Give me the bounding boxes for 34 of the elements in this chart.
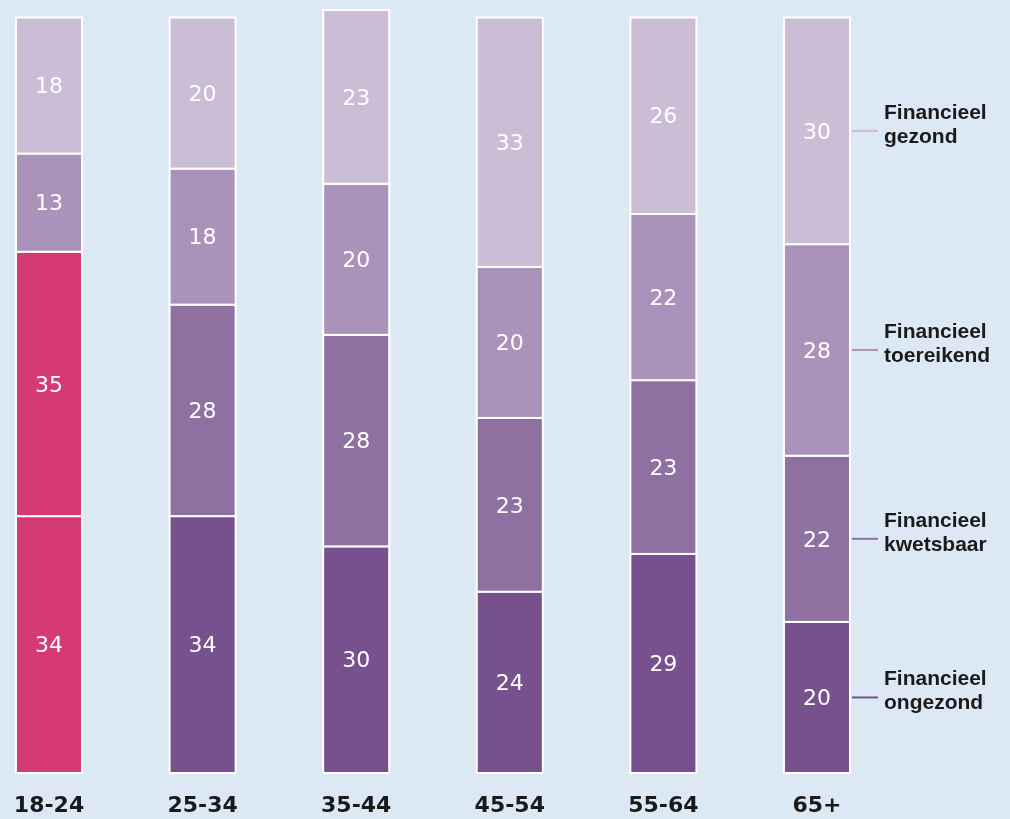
data-label: 29 [649, 651, 678, 677]
legend-label: Financieel toereikend [884, 318, 991, 366]
data-label: 18 [188, 224, 217, 250]
legend-label: Financieel kwetsbaar [884, 507, 987, 555]
data-label: 26 [649, 103, 678, 129]
data-label: 24 [495, 670, 524, 696]
data-label: 22 [649, 284, 678, 310]
data-label: 22 [802, 526, 831, 552]
data-label: 34 [35, 632, 64, 658]
data-label: 35 [35, 371, 64, 397]
data-label: 18 [35, 73, 64, 99]
legend-label: Financieel gezond [884, 99, 987, 147]
data-label: 20 [342, 247, 371, 272]
data-label: 23 [495, 492, 524, 518]
data-label: 20 [802, 685, 831, 711]
data-label: 34 [188, 632, 217, 658]
data-label: 30 [342, 647, 371, 673]
x-tick-label: 45-54 [474, 792, 545, 817]
data-label: 20 [188, 80, 217, 106]
data-label: 33 [495, 129, 524, 155]
data-label: 28 [188, 398, 217, 424]
data-label: 13 [35, 190, 64, 216]
data-label: 20 [495, 330, 524, 356]
x-tick-label: 65+ [792, 792, 842, 817]
x-tick-label: 18-24 [13, 792, 85, 817]
data-label: 23 [342, 84, 371, 110]
legend-label: Financieel ongezond [884, 666, 987, 714]
data-label: 28 [802, 337, 831, 363]
x-tick-label: 35-44 [321, 792, 392, 817]
x-tick-label: 55-64 [628, 792, 699, 817]
data-label: 28 [342, 428, 371, 454]
data-label: 30 [802, 118, 831, 144]
data-label: 23 [649, 454, 678, 480]
x-tick-label: 25-34 [167, 792, 238, 817]
